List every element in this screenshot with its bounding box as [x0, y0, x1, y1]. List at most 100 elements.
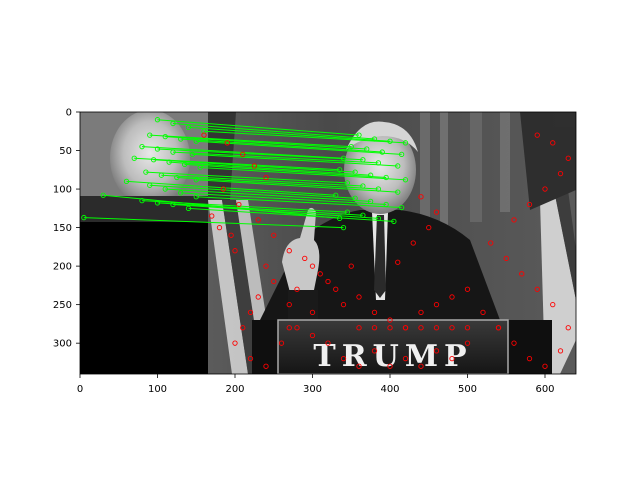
match-line — [126, 180, 336, 196]
match-line — [157, 202, 363, 216]
matched-keypoint — [336, 215, 343, 221]
keypoint — [395, 259, 401, 265]
x-tick: 500 — [458, 374, 477, 395]
black-inset-block — [80, 222, 208, 374]
matched-keypoint — [170, 201, 176, 208]
y-tick-label: 200 — [53, 262, 72, 273]
matched-keypoint — [379, 149, 385, 155]
matched-keypoint — [147, 132, 153, 138]
keypoint — [433, 348, 440, 354]
keypoint — [488, 240, 494, 246]
keypoint — [387, 325, 393, 331]
keypoint — [251, 163, 258, 169]
matched-keypoint — [147, 182, 153, 188]
matched-keypoint — [360, 212, 366, 218]
matched-keypoint — [375, 160, 382, 166]
matched-keypoint — [193, 138, 199, 144]
keypoint — [449, 325, 455, 331]
x-tick: 0 — [77, 374, 83, 395]
match-line — [172, 151, 379, 164]
keypoint — [232, 248, 238, 254]
matched-keypoint — [398, 204, 405, 211]
x-tick: 600 — [535, 374, 555, 395]
y-tick: 300 — [53, 339, 80, 350]
matched-keypoint — [139, 197, 145, 204]
keypoint — [309, 332, 316, 339]
keypoint — [449, 355, 455, 362]
keypoint — [232, 340, 238, 346]
match-line — [188, 207, 394, 222]
keypoint — [302, 255, 308, 262]
x-tick-label: 500 — [458, 384, 477, 395]
keypoint — [503, 255, 509, 262]
matched-keypoint — [193, 177, 199, 183]
keypoint — [333, 286, 339, 292]
keypoint — [263, 363, 269, 369]
matched-keypoint — [375, 215, 382, 221]
match-line — [196, 179, 398, 193]
matched-keypoint — [158, 172, 165, 178]
y-tick: 100 — [53, 185, 80, 196]
keypoint — [255, 294, 261, 300]
keypoint — [433, 301, 440, 308]
match-line — [83, 217, 344, 229]
match-line — [180, 192, 387, 205]
match-line — [161, 174, 363, 187]
speaker — [260, 121, 500, 330]
matched-keypoint — [81, 214, 87, 221]
matched-keypoint — [185, 205, 192, 211]
matched-keypoint — [162, 186, 168, 192]
keypoint — [464, 286, 471, 292]
keypoint — [387, 363, 393, 369]
keypoint — [387, 317, 393, 323]
matched-keypoint — [356, 132, 362, 138]
matched-keypoint — [154, 200, 161, 206]
x-axis-ticks: 0 100 200 300 400 500 600 — [77, 374, 555, 395]
matched-keypoint — [162, 134, 168, 140]
y-tick-label: 300 — [53, 339, 72, 350]
keypoint — [271, 278, 277, 285]
matched-keypoint — [174, 174, 180, 181]
x-tick-label: 200 — [225, 384, 244, 395]
match-line — [103, 194, 340, 219]
keypoint — [464, 340, 471, 346]
x-tick-label: 0 — [77, 384, 83, 395]
keypoint — [495, 325, 502, 331]
keypoint — [410, 240, 416, 246]
x-tick: 300 — [303, 374, 322, 395]
keypoint — [224, 140, 230, 146]
keypoint — [418, 194, 424, 200]
podium: TRUMP — [252, 319, 552, 374]
keypoint — [240, 151, 246, 158]
keypoint — [240, 325, 246, 331]
matched-keypoint — [344, 209, 351, 215]
keypoint — [309, 263, 316, 269]
match-line — [172, 123, 375, 140]
keypoint — [278, 340, 285, 346]
match-line — [184, 163, 387, 178]
keypoint — [534, 132, 540, 138]
keypoint — [433, 209, 440, 215]
keypoint — [557, 170, 564, 177]
matched-keypoint — [360, 183, 366, 189]
matched-keypoint — [166, 159, 172, 165]
keypoint — [356, 363, 362, 369]
matched-keypoint — [367, 198, 374, 205]
keypoint — [263, 263, 269, 269]
match-line — [172, 203, 379, 219]
matched-keypoint — [150, 157, 157, 163]
match-line — [203, 130, 406, 144]
x-tick-label: 600 — [535, 384, 554, 395]
matched-keypoint — [371, 136, 378, 142]
matched-keypoint — [170, 149, 176, 155]
keypoint — [449, 294, 455, 300]
matched-keypoint — [395, 189, 401, 195]
keypoint — [433, 325, 440, 331]
matched-keypoint — [340, 155, 347, 161]
keypoint — [247, 309, 254, 316]
keypoint — [402, 325, 409, 331]
keypoint — [348, 263, 354, 269]
keypoint — [216, 224, 223, 231]
match-line — [180, 138, 383, 153]
grayscale-photo: TRUMP — [80, 112, 576, 374]
